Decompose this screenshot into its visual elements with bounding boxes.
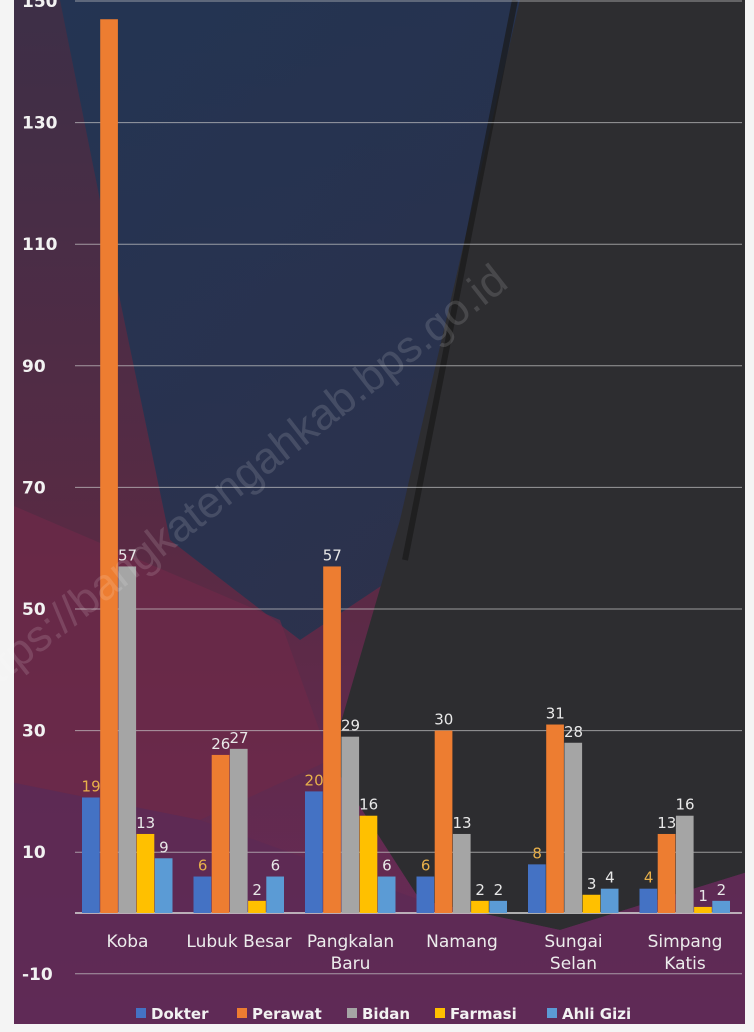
data-label: 1 bbox=[698, 887, 708, 905]
legend-swatch bbox=[435, 1008, 445, 1018]
data-label: 13 bbox=[136, 814, 155, 832]
y-tick-label: 130 bbox=[22, 114, 58, 134]
x-tick-label: Namang bbox=[426, 932, 498, 952]
data-label: 26 bbox=[211, 735, 230, 753]
data-label: 3 bbox=[587, 875, 597, 893]
data-label: 2 bbox=[717, 881, 727, 899]
bar-ahli-gizi bbox=[154, 858, 173, 913]
bar-dokter bbox=[193, 876, 212, 913]
bar-bidan bbox=[118, 566, 137, 913]
bar-bidan bbox=[341, 736, 360, 913]
bar-farmasi bbox=[248, 900, 266, 913]
data-label: 8 bbox=[532, 844, 542, 862]
bar-ahli-gizi bbox=[712, 900, 730, 913]
legend-label: Bidan bbox=[362, 1005, 410, 1023]
y-tick-label: -10 bbox=[22, 965, 53, 985]
bar-perawat bbox=[323, 566, 341, 913]
data-label: 13 bbox=[452, 814, 471, 832]
bar-farmasi bbox=[582, 894, 601, 913]
legend: Dokter Perawat Bidan Farmasi Ahli Gizi bbox=[136, 1005, 631, 1023]
y-tick-label: 150 bbox=[22, 0, 58, 12]
bar-perawat bbox=[546, 724, 564, 913]
bar-farmasi bbox=[136, 833, 155, 913]
x-tick-label: Sungai bbox=[544, 932, 602, 952]
bar-farmasi bbox=[694, 906, 712, 913]
data-label: 2 bbox=[252, 881, 262, 899]
bar-perawat bbox=[657, 833, 676, 913]
data-label: 28 bbox=[564, 723, 583, 741]
legend-swatch bbox=[136, 1008, 146, 1018]
data-label: 31 bbox=[546, 705, 565, 723]
y-tick-label: 110 bbox=[22, 235, 58, 255]
data-label: 4 bbox=[644, 869, 654, 887]
data-label: 2 bbox=[494, 881, 504, 899]
x-tick-label: Lubuk Besar bbox=[186, 932, 291, 952]
legend-label: Farmasi bbox=[450, 1005, 517, 1023]
bar-ahli-gizi bbox=[266, 876, 284, 913]
x-tick-label: Katis bbox=[664, 954, 706, 974]
data-label: 29 bbox=[341, 717, 360, 735]
bar-dokter bbox=[305, 791, 323, 913]
gridlines bbox=[75, 0, 742, 975]
x-tick-label: Selan bbox=[550, 954, 597, 974]
y-tick-label: 70 bbox=[22, 478, 46, 498]
x-tick-label: Baru bbox=[331, 954, 371, 974]
data-label: 6 bbox=[421, 857, 431, 875]
data-label: 6 bbox=[271, 857, 281, 875]
x-tick-label: Koba bbox=[107, 932, 149, 952]
data-label: 2 bbox=[475, 881, 485, 899]
bar-farmasi bbox=[359, 815, 378, 913]
data-label: 30 bbox=[434, 711, 453, 729]
data-label: 19 bbox=[82, 777, 101, 795]
y-axis: -10 10 30 50 70 90 110 130 150 bbox=[22, 0, 58, 985]
data-label: 27 bbox=[229, 729, 248, 747]
bars bbox=[82, 19, 730, 914]
x-tick-label: Pangkalan bbox=[307, 932, 394, 952]
bar-dokter bbox=[416, 876, 435, 913]
legend-swatch bbox=[237, 1008, 247, 1018]
bar-bidan bbox=[564, 742, 583, 913]
y-tick-label: 50 bbox=[22, 600, 46, 620]
y-tick-label: 30 bbox=[22, 722, 46, 742]
data-label: 6 bbox=[382, 857, 392, 875]
data-label: 9 bbox=[159, 838, 169, 856]
bar-bidan bbox=[229, 748, 248, 913]
legend-label: Ahli Gizi bbox=[562, 1005, 631, 1023]
bar-ahli-gizi bbox=[600, 888, 619, 913]
data-label: 4 bbox=[605, 869, 615, 887]
bar-perawat bbox=[211, 754, 230, 913]
legend-swatch bbox=[547, 1008, 557, 1018]
legend-label: Perawat bbox=[252, 1005, 322, 1023]
data-label: 13 bbox=[657, 814, 676, 832]
bar-perawat bbox=[434, 730, 453, 913]
data-label: 6 bbox=[198, 857, 208, 875]
y-tick-label: 10 bbox=[22, 843, 46, 863]
legend-label: Dokter bbox=[151, 1005, 209, 1023]
data-label: 16 bbox=[675, 796, 694, 814]
bar-perawat bbox=[100, 19, 118, 914]
bar-ahli-gizi bbox=[489, 900, 507, 913]
bar-dokter bbox=[528, 864, 546, 913]
data-label: 57 bbox=[323, 546, 342, 564]
data-label: 16 bbox=[359, 796, 378, 814]
bar-farmasi bbox=[471, 900, 489, 913]
x-tick-label: Simpang bbox=[648, 932, 723, 952]
bar-ahli-gizi bbox=[377, 876, 396, 913]
bar-bidan bbox=[675, 815, 694, 913]
legend-swatch bbox=[347, 1008, 357, 1018]
y-tick-label: 90 bbox=[22, 357, 46, 377]
data-label: 20 bbox=[305, 771, 324, 789]
bar-dokter bbox=[639, 888, 658, 913]
data-label: 57 bbox=[118, 546, 137, 564]
bar-dokter bbox=[82, 797, 100, 913]
bar-bidan bbox=[452, 833, 471, 913]
